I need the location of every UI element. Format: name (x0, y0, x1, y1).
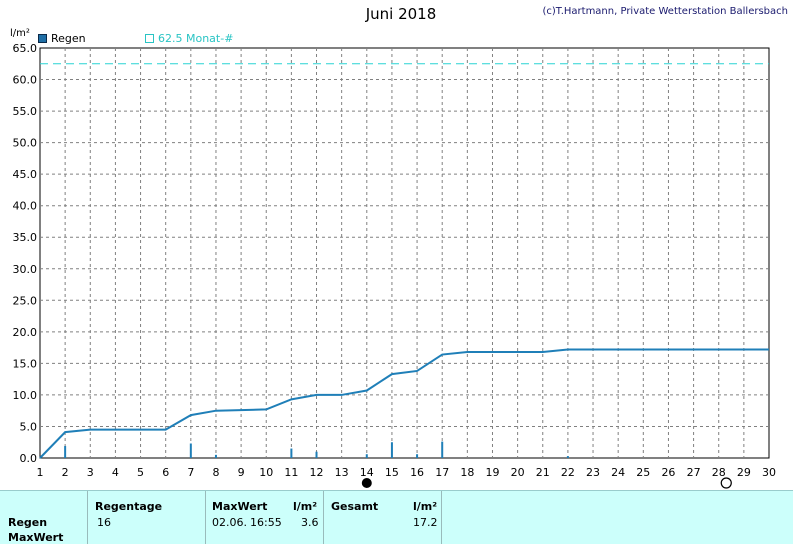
x-tick-label: 11 (284, 466, 298, 479)
value-gesamt: 17.2 (413, 516, 438, 529)
x-tick-label: 3 (87, 466, 94, 479)
legend-series-swatch (38, 34, 47, 43)
x-tick-label: 19 (485, 466, 499, 479)
y-axis-unit: l/m² (10, 28, 30, 39)
x-tick-label: 1 (37, 466, 44, 479)
y-tick-label: 35.0 (13, 231, 38, 244)
x-tick-label: 5 (137, 466, 144, 479)
y-tick-label: 50.0 (13, 137, 38, 150)
x-tick-label: 25 (636, 466, 650, 479)
x-tick-label: 15 (385, 466, 399, 479)
x-tick-label: 9 (238, 466, 245, 479)
value-max: 3.6 (301, 516, 319, 529)
copyright-text: (c)T.Hartmann, Private Wetterstation Bal… (542, 6, 788, 17)
legend-monthly: 62.5 Monat-# (145, 32, 233, 45)
header-maxwert: MaxWert (212, 500, 268, 513)
y-tick-label: 55.0 (13, 105, 38, 118)
y-tick-label: 20.0 (13, 326, 38, 339)
y-tick-label: 5.0 (20, 420, 38, 433)
x-tick-label: 30 (762, 466, 776, 479)
x-tick-label: 13 (335, 466, 349, 479)
y-tick-label: 30.0 (13, 263, 38, 276)
x-tick-label: 24 (611, 466, 625, 479)
y-tick-label: 65.0 (13, 42, 38, 55)
legend-monthly-swatch (145, 34, 154, 43)
x-tick-label: 21 (536, 466, 550, 479)
x-tick-label: 27 (687, 466, 701, 479)
value-max-time: 16:55 (250, 516, 282, 529)
chart-title: Juni 2018 (365, 5, 437, 23)
legend-series-label: Regen (51, 32, 86, 45)
plot-frame (39, 47, 770, 459)
header-regentage: Regentage (95, 500, 163, 513)
x-tick-label: 22 (561, 466, 575, 479)
y-tick-label: 0.0 (20, 452, 38, 465)
new-moon-marker (361, 478, 372, 488)
summary-table: Regentage MaxWert l/m² Gesamt l/m² Regen… (0, 490, 793, 544)
y-tick-label: 15.0 (13, 357, 38, 370)
x-tick-label: 20 (511, 466, 525, 479)
x-tick-label: 23 (586, 466, 600, 479)
value-regentage: 16 (97, 516, 111, 529)
x-tick-label: 8 (212, 466, 219, 479)
x-tick-label: 12 (310, 466, 324, 479)
x-tick-label: 18 (460, 466, 474, 479)
x-tick-label: 10 (259, 466, 273, 479)
y-tick-label: 45.0 (13, 168, 38, 181)
x-tick-label: 14 (360, 466, 374, 479)
x-tick-label: 7 (187, 466, 194, 479)
y-tick-label: 25.0 (13, 294, 38, 307)
y-tick-label: 10.0 (13, 389, 38, 402)
y-tick-label: 40.0 (13, 200, 38, 213)
header-unit-max: l/m² (293, 500, 318, 513)
header-unit-gesamt: l/m² (413, 500, 438, 513)
x-tick-label: 6 (162, 466, 169, 479)
full-moon-marker (720, 477, 732, 489)
x-tick-label: 28 (712, 466, 726, 479)
x-tick-label: 16 (410, 466, 424, 479)
value-max-date: 02.06. (212, 516, 247, 529)
row-label-maxwert: MaxWert (8, 531, 64, 544)
header-gesamt: Gesamt (331, 500, 379, 513)
chart-area: 0.0 5.0 10.0 15.0 20.0 25.0 30.0 35.0 40.0 45.0 50… (13, 42, 776, 489)
x-tick-label: 26 (661, 466, 675, 479)
row-label-regen: Regen (8, 516, 48, 529)
series-line-regen (39, 348, 769, 459)
x-tick-label: 29 (737, 466, 751, 479)
y-tick-label: 60.0 (13, 74, 38, 87)
x-tick-label: 2 (62, 466, 69, 479)
x-tick-label: 17 (435, 466, 449, 479)
legend-series: Regen (38, 32, 86, 45)
legend-monthly-label: 62.5 Monat-# (158, 32, 234, 45)
x-tick-label: 4 (112, 466, 119, 479)
